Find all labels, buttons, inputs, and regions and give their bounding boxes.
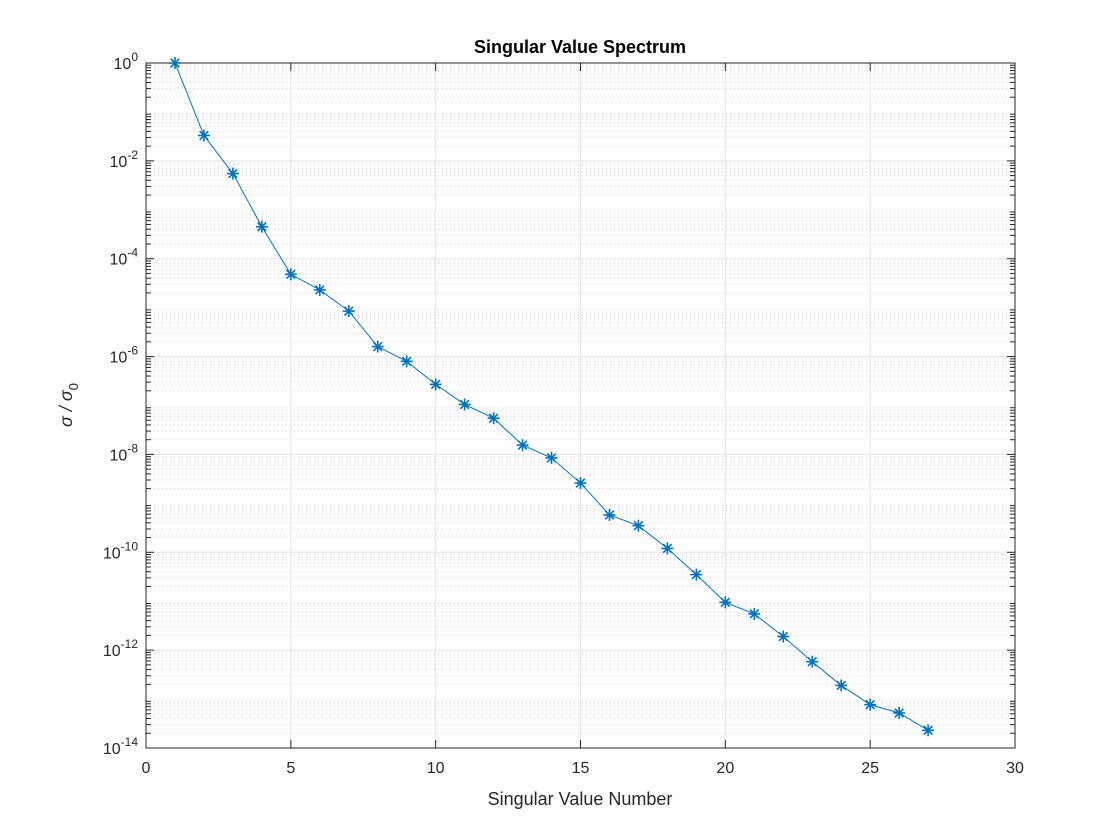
y-tick-label: 10-14 bbox=[103, 735, 138, 758]
data-point-stroke bbox=[517, 440, 528, 450]
y-tick-label-base: 10 bbox=[103, 643, 121, 660]
data-point bbox=[429, 378, 442, 391]
data-point bbox=[226, 167, 239, 180]
y-axis-label: σ / σ0 bbox=[56, 383, 81, 427]
data-point bbox=[632, 519, 645, 532]
data-point-stroke bbox=[720, 597, 731, 608]
y-tick-label-exponent: -4 bbox=[127, 246, 138, 260]
y-axis-label-subscript: 0 bbox=[66, 383, 81, 390]
y-tick-label-base: 10 bbox=[110, 350, 128, 367]
x-tick-label: 15 bbox=[572, 760, 590, 777]
x-tick-label: 5 bbox=[286, 760, 295, 777]
chart-title: Singular Value Spectrum bbox=[474, 37, 686, 57]
data-point bbox=[197, 129, 210, 142]
data-point bbox=[690, 568, 703, 581]
data-point bbox=[748, 607, 761, 620]
y-tick-label-base: 10 bbox=[110, 447, 128, 464]
y-tick-label-base: 10 bbox=[110, 252, 128, 269]
x-tick-label: 10 bbox=[427, 760, 445, 777]
data-point-stroke bbox=[314, 285, 325, 295]
data-point bbox=[458, 398, 471, 411]
y-axis-label-main: σ / σ bbox=[56, 389, 76, 427]
data-point bbox=[661, 542, 674, 555]
y-tick-label: 100 bbox=[114, 50, 139, 73]
data-point-stroke bbox=[807, 656, 818, 667]
data-point bbox=[168, 57, 181, 69]
x-tick-label: 20 bbox=[716, 760, 734, 777]
data-point bbox=[487, 412, 500, 425]
data-point bbox=[284, 268, 297, 281]
data-point-stroke bbox=[228, 168, 238, 179]
data-point bbox=[371, 340, 384, 353]
y-tick-label: 10-6 bbox=[110, 344, 139, 367]
data-point bbox=[806, 655, 819, 668]
data-point-stroke bbox=[575, 478, 586, 488]
y-tick-label: 10-10 bbox=[103, 539, 138, 562]
data-point bbox=[516, 439, 529, 452]
data-point-stroke bbox=[285, 269, 296, 280]
data-point-stroke bbox=[401, 356, 412, 367]
data-point-stroke bbox=[691, 569, 702, 580]
data-point-stroke bbox=[372, 341, 383, 352]
data-point-stroke bbox=[343, 306, 354, 316]
data-point bbox=[255, 220, 268, 233]
y-tick-label-base: 10 bbox=[103, 741, 121, 758]
y-tick-label-base: 10 bbox=[103, 545, 121, 562]
y-tick-label-exponent: -10 bbox=[121, 539, 139, 553]
y-tick-label: 10-4 bbox=[110, 246, 139, 269]
y-tick-label-base: 10 bbox=[114, 56, 132, 73]
data-point-stroke bbox=[633, 520, 644, 531]
data-point-stroke bbox=[199, 130, 209, 141]
y-tick-label: 10-8 bbox=[110, 441, 139, 464]
data-point bbox=[835, 679, 848, 692]
data-point-stroke bbox=[778, 631, 789, 642]
series-layer bbox=[168, 57, 935, 737]
data-point-stroke bbox=[170, 58, 180, 68]
y-tick-label-exponent: -14 bbox=[121, 735, 139, 749]
data-point-stroke bbox=[923, 725, 933, 736]
data-point-stroke bbox=[430, 379, 441, 390]
data-point bbox=[313, 283, 326, 296]
axis-ticks bbox=[145, 62, 1016, 749]
data-point bbox=[342, 305, 355, 318]
data-point bbox=[864, 698, 877, 711]
data-point-stroke bbox=[662, 543, 673, 554]
y-tick-label-exponent: -2 bbox=[127, 148, 138, 162]
data-point-stroke bbox=[749, 609, 760, 619]
data-point-stroke bbox=[488, 413, 499, 424]
y-tick-label-exponent: 0 bbox=[131, 50, 138, 64]
data-point bbox=[719, 596, 732, 609]
x-tick-labels: 0 5 10 15 20 25 30 bbox=[142, 760, 1024, 777]
data-point bbox=[893, 706, 906, 719]
y-tick-label-base: 10 bbox=[110, 154, 128, 171]
data-point-stroke bbox=[546, 453, 557, 463]
data-point-stroke bbox=[257, 221, 267, 232]
data-point bbox=[400, 355, 413, 368]
y-tick-label-exponent: -12 bbox=[121, 637, 139, 651]
data-point-stroke bbox=[865, 699, 876, 710]
y-tick-label: 10-2 bbox=[110, 148, 139, 171]
x-tick-label: 30 bbox=[1006, 760, 1024, 777]
y-tick-label-exponent: -8 bbox=[127, 441, 138, 455]
y-tick-label: 10-12 bbox=[103, 637, 138, 660]
x-axis-label: Singular Value Number bbox=[488, 789, 673, 809]
data-point-stroke bbox=[836, 680, 847, 691]
data-point-stroke bbox=[604, 510, 615, 520]
data-point-stroke bbox=[894, 708, 904, 718]
data-point bbox=[777, 630, 790, 643]
x-tick-label: 25 bbox=[861, 760, 879, 777]
x-tick-label: 0 bbox=[142, 760, 151, 777]
data-point bbox=[603, 508, 616, 521]
data-point bbox=[545, 451, 558, 464]
data-point bbox=[922, 724, 935, 737]
y-tick-label-exponent: -6 bbox=[127, 344, 138, 358]
data-point bbox=[574, 477, 587, 490]
data-point-stroke bbox=[459, 399, 470, 410]
